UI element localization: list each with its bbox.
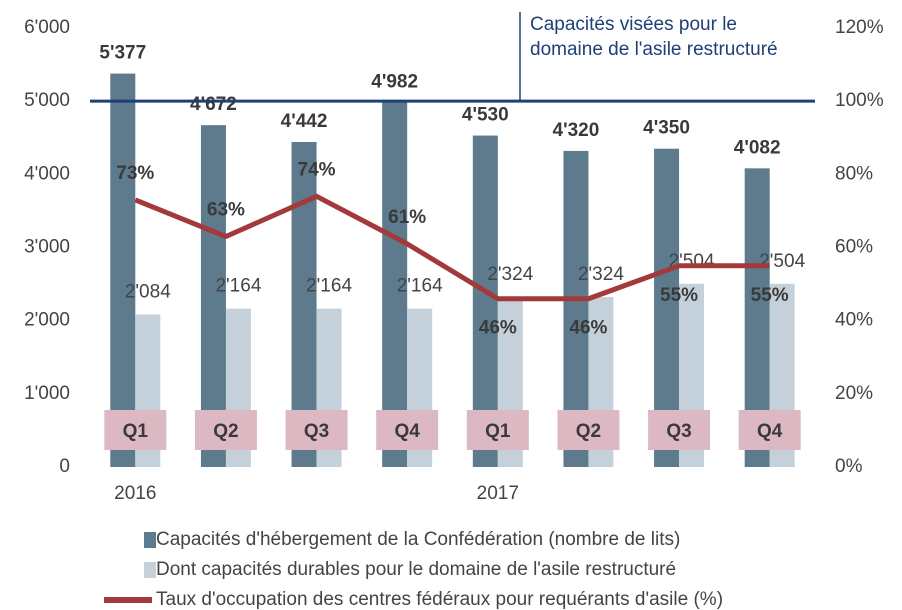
bar-value-label: 4'350 [643,118,690,139]
y2-tick-label: 60% [835,237,873,258]
category-box [285,410,348,450]
year-label: 2016 [114,483,156,504]
y2-tick-label: 40% [835,310,873,331]
bar-value-label: 2'324 [487,264,533,285]
y-tick-label: 6'000 [24,17,70,38]
bar-value-label: 4'442 [281,111,328,132]
y-tick-label: 4'000 [24,163,70,184]
bar-value-label: 4'672 [190,94,237,115]
y-tick-label: 0 [59,456,70,477]
legend-label: Taux d'occupation des centres fédéraux p… [156,589,723,610]
category-box [738,410,801,450]
bar-value-label: 2'164 [306,276,352,297]
category-box [376,410,439,450]
x-tick-label: Q4 [757,421,783,442]
line [134,193,770,302]
legend-swatch [104,597,152,603]
annotation: Capacités visées pour le [530,14,737,35]
legend-label: Dont capacités durables pour le domaine … [156,559,676,580]
bar-value-label: 2'324 [578,264,624,285]
bar-value-label: 4'082 [734,137,781,158]
legend-swatch [144,532,156,548]
bar-value-label: 4'320 [553,120,600,141]
line-value-label: 73% [116,163,154,184]
annotation: domaine de l'asile restructuré [530,39,778,60]
x-tick-label: Q1 [485,421,511,442]
line-value-label: 61% [388,207,426,228]
legend-label: Capacités d'hébergement de la Confédérat… [156,529,680,550]
y-tick-label: 5'000 [24,90,70,111]
line-value-label: 63% [207,200,245,221]
year-label: 2017 [477,483,519,504]
category-box [466,410,529,450]
line-value-label: 55% [660,285,698,306]
line-value-label: 74% [298,159,336,180]
y2-tick-label: 100% [835,90,884,111]
legend-swatch [144,562,156,578]
bar-value-label: 4'530 [462,105,509,126]
y2-tick-label: 0% [835,456,863,477]
bar [382,102,408,467]
bar-value-label: 2'504 [759,251,805,272]
bar-value-label: 5'377 [99,43,146,64]
category-box [557,410,620,450]
bar-value-label: 2'084 [125,282,171,303]
bar [110,73,136,468]
x-tick-label: Q2 [213,421,238,442]
line-value-label: 46% [569,318,607,339]
category-box [104,410,167,450]
x-tick-label: Q3 [304,421,329,442]
x-tick-label: Q3 [666,421,691,442]
y2-tick-label: 120% [835,17,884,38]
y-tick-label: 3'000 [24,237,70,258]
bar-value-label: 2'164 [397,276,443,297]
x-tick-label: Q4 [395,421,421,442]
line-value-label: 55% [751,285,789,306]
bar-value-label: 2'164 [215,276,261,297]
y-tick-label: 1'000 [24,383,70,404]
category-box [648,410,711,450]
x-tick-label: Q2 [576,421,601,442]
bar-value-label: 4'982 [371,71,418,92]
x-tick-label: Q1 [123,421,149,442]
category-box [194,410,257,450]
y2-tick-label: 20% [835,383,873,404]
y-tick-label: 2'000 [24,310,70,331]
line-value-label: 46% [479,318,517,339]
y2-tick-label: 80% [835,163,873,184]
